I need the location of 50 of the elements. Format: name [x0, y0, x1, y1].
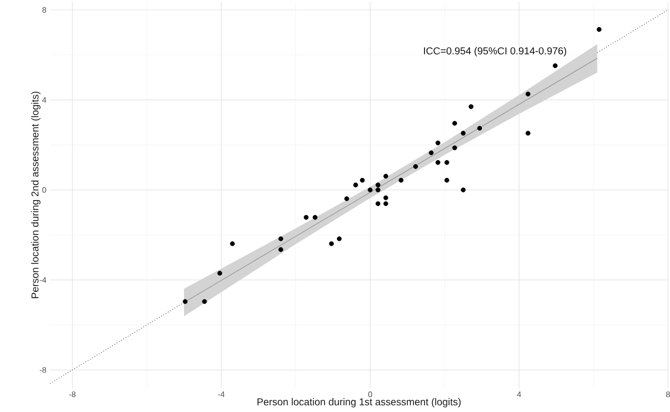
x-tick-label: -8	[69, 392, 76, 398]
point	[468, 104, 474, 110]
x-tick-label: 4	[517, 392, 522, 398]
point	[376, 182, 380, 188]
y-tick-label: 8	[42, 7, 46, 13]
point	[278, 247, 284, 252]
point	[477, 126, 482, 131]
x-axis-title: Person location during 1st assessment (logits)	[258, 398, 461, 408]
y-axis-title: Person location during 2nd assessment (logits)	[31, 92, 40, 298]
y-tick-label: -8	[40, 367, 46, 373]
point	[304, 214, 309, 220]
point	[336, 236, 342, 242]
point	[312, 214, 318, 220]
point	[329, 241, 334, 246]
point	[452, 120, 458, 126]
point	[398, 178, 404, 183]
point	[383, 201, 388, 206]
point	[596, 27, 602, 32]
point	[278, 236, 284, 242]
y-tick-label: 0	[42, 187, 46, 193]
point	[552, 63, 558, 68]
point	[526, 130, 530, 136]
point	[436, 160, 440, 165]
y-tick-label: 4	[42, 97, 46, 103]
x-tick-label: 8	[666, 392, 670, 398]
point	[452, 145, 458, 150]
annotation: ICC=0.954 (95%CI 0.914-0.976)	[424, 47, 566, 56]
point	[436, 140, 440, 146]
y-tick-label: -4	[40, 277, 46, 283]
point	[217, 270, 222, 276]
point	[376, 188, 380, 192]
point	[182, 299, 188, 304]
point	[460, 130, 466, 136]
point	[444, 178, 450, 183]
point	[460, 188, 466, 192]
x-tick-label: 0	[368, 392, 372, 398]
point	[344, 196, 350, 202]
point	[383, 195, 388, 200]
x-tick-label: -4	[218, 392, 225, 398]
point	[526, 92, 530, 96]
point	[376, 201, 380, 206]
point	[444, 160, 450, 165]
point	[428, 150, 434, 156]
point	[230, 241, 235, 246]
point	[360, 178, 365, 183]
point	[368, 188, 373, 192]
point	[353, 182, 358, 188]
point	[383, 174, 388, 179]
point	[413, 164, 418, 169]
point	[202, 299, 207, 304]
